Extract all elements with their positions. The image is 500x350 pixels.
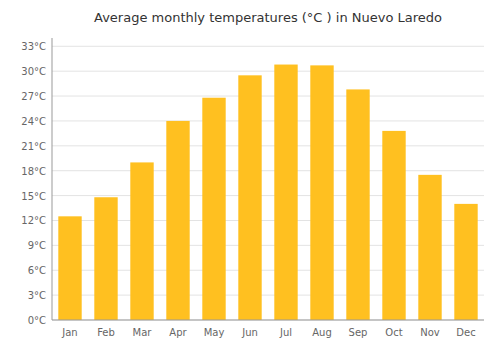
chart-svg: Average monthly temperatures (°C ) in Nu… <box>0 0 500 350</box>
bar <box>94 197 117 320</box>
y-axis-line <box>52 38 53 320</box>
x-tick-label: Sep <box>349 327 368 338</box>
x-tick-label: Jun <box>241 327 258 338</box>
y-tick-label: 33°C <box>21 41 46 52</box>
y-tick-label: 9°C <box>28 240 46 251</box>
x-tick-label: Feb <box>97 327 115 338</box>
bar <box>130 162 153 320</box>
bar <box>166 121 189 320</box>
x-tick-label: Oct <box>385 327 402 338</box>
grid-line <box>52 170 484 171</box>
x-tick-label: Mar <box>133 327 153 338</box>
y-tick-label: 15°C <box>21 191 46 202</box>
x-tick-label: Apr <box>169 327 187 338</box>
y-grid <box>52 46 484 320</box>
bar <box>382 131 405 320</box>
grid-line <box>52 120 484 121</box>
bar <box>454 204 477 320</box>
bar <box>274 65 297 320</box>
y-tick-label: 3°C <box>28 290 46 301</box>
bar <box>346 89 369 320</box>
grid-line <box>52 71 484 72</box>
grid-line <box>52 46 484 47</box>
bar <box>58 216 81 320</box>
bar <box>238 75 261 320</box>
x-tick-label: Dec <box>456 327 475 338</box>
x-tick-label: May <box>204 327 225 338</box>
bar <box>418 175 441 320</box>
x-tick-label: Nov <box>420 327 440 338</box>
x-tick-label: Jul <box>279 327 292 338</box>
grid-line <box>52 320 484 321</box>
y-tick-label: 12°C <box>21 215 46 226</box>
bar <box>202 98 225 320</box>
y-tick-label: 18°C <box>21 166 46 177</box>
chart-title: Average monthly temperatures (°C ) in Nu… <box>94 10 442 25</box>
x-axis-line <box>52 320 484 321</box>
grid-line <box>52 96 484 97</box>
y-tick-label: 0°C <box>28 315 46 326</box>
y-tick-label: 27°C <box>21 91 46 102</box>
y-tick-label: 24°C <box>21 116 46 127</box>
y-tick-label: 6°C <box>28 265 46 276</box>
grid-line <box>52 145 484 146</box>
chart-container: Average monthly temperatures (°C ) in Nu… <box>0 0 500 350</box>
bar <box>310 65 333 320</box>
x-tick-label: Jan <box>61 327 77 338</box>
y-tick-label: 30°C <box>21 66 46 77</box>
y-tick-label: 21°C <box>21 141 46 152</box>
bars <box>58 65 477 320</box>
x-tick-label: Aug <box>312 327 332 338</box>
